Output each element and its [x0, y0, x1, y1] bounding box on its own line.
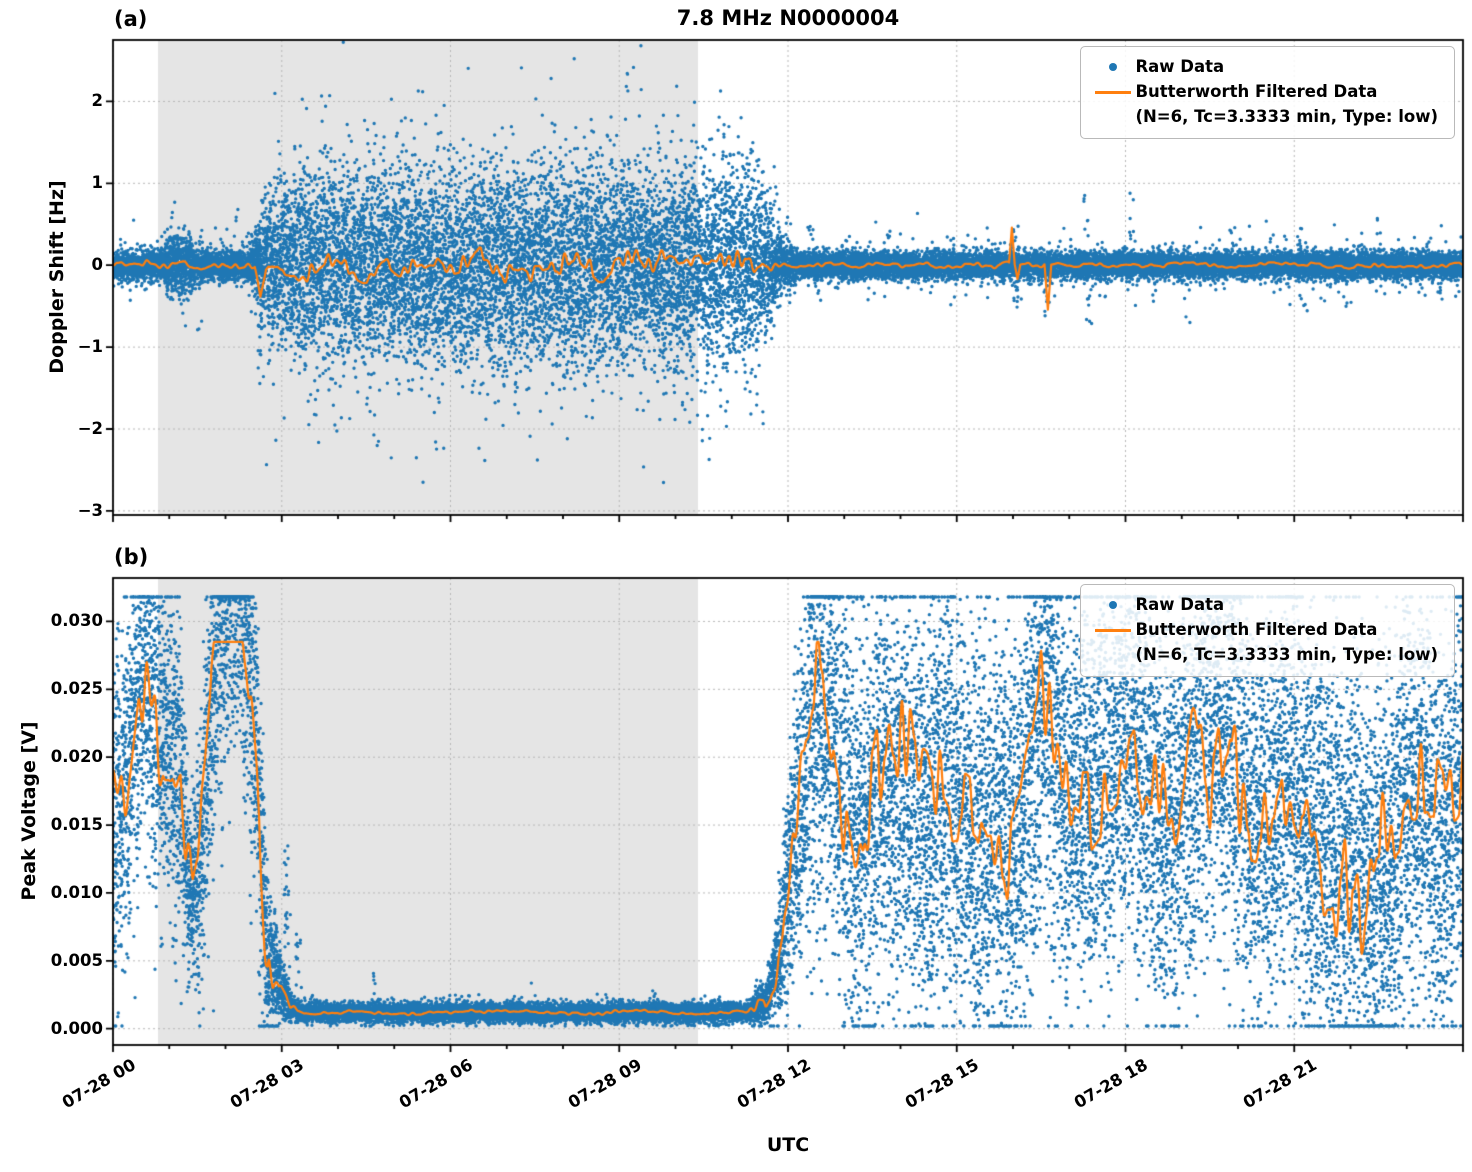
y-tick-label: 0 — [91, 255, 103, 275]
legend-panel-b: Raw Data Butterworth Filtered Data (N=6,… — [1080, 584, 1455, 678]
panel-a-label: (a) — [114, 7, 148, 31]
y-tick-label: 0.015 — [50, 815, 103, 835]
panel-b-label: (b) — [114, 545, 149, 569]
filtered-line-icon — [1091, 628, 1135, 632]
raw-data-dot-icon — [1091, 63, 1135, 72]
y-tick-label: 0.005 — [50, 950, 103, 970]
y-axis-label-voltage: Peak Voltage [V] — [18, 721, 40, 901]
y-axis-label-doppler: Doppler Shift [Hz] — [46, 180, 68, 374]
y-tick-label: 0.020 — [50, 747, 103, 767]
legend-entry-filtered: Butterworth Filtered Data — [1091, 80, 1438, 105]
legend-panel-a: Raw Data Butterworth Filtered Data (N=6,… — [1080, 46, 1455, 140]
y-tick-label: 0.010 — [50, 882, 103, 902]
legend-filtered-label: Butterworth Filtered Data — [1135, 81, 1378, 101]
filtered-line-icon — [1091, 90, 1135, 94]
legend-entry-filtered: Butterworth Filtered Data — [1091, 618, 1438, 643]
legend-raw-label: Raw Data — [1135, 595, 1225, 614]
y-tick-label: 0.030 — [50, 611, 103, 631]
x-axis-label: UTC — [766, 1134, 810, 1156]
y-tick-label: 1 — [91, 173, 103, 193]
legend-entry-raw: Raw Data — [1091, 593, 1438, 618]
y-tick-label: 0.000 — [50, 1018, 103, 1038]
y-tick-label: −1 — [77, 337, 103, 357]
y-tick-label: 2 — [91, 91, 103, 111]
y-tick-label: −3 — [77, 500, 103, 520]
raw-data-dot-icon — [1091, 601, 1135, 610]
legend-filtered-label: Butterworth Filtered Data — [1135, 619, 1378, 639]
legend-filtered-params: (N=6, Tc=3.3333 min, Type: low) — [1135, 106, 1438, 126]
legend-entry-raw: Raw Data — [1091, 55, 1438, 80]
legend-filtered-params: (N=6, Tc=3.3333 min, Type: low) — [1135, 644, 1438, 664]
y-tick-label: 0.025 — [50, 679, 103, 699]
y-tick-label: −2 — [77, 419, 103, 438]
legend-entry-filtered-params: (N=6, Tc=3.3333 min, Type: low) — [1091, 643, 1438, 668]
figure-title: 7.8 MHz N0000004 — [676, 6, 900, 30]
legend-entry-filtered-params: (N=6, Tc=3.3333 min, Type: low) — [1091, 105, 1438, 130]
legend-raw-label: Raw Data — [1135, 57, 1225, 76]
